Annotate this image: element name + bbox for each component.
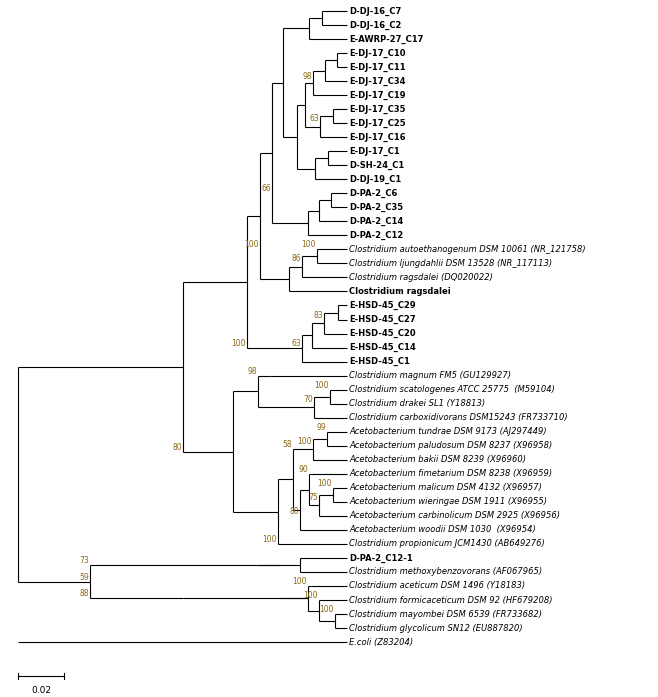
Text: E-DJ-17_C34: E-DJ-17_C34 bbox=[349, 77, 405, 86]
Text: Clostridium scatologenes ATCC 25775  (M59104): Clostridium scatologenes ATCC 25775 (M59… bbox=[349, 385, 555, 394]
Text: 59: 59 bbox=[79, 573, 89, 581]
Text: Clostridium carboxidivorans DSM15243 (FR733710): Clostridium carboxidivorans DSM15243 (FR… bbox=[349, 413, 568, 422]
Text: E-HSD-45_C1: E-HSD-45_C1 bbox=[349, 357, 410, 366]
Text: Clostridium glycolicum SN12 (EU887820): Clostridium glycolicum SN12 (EU887820) bbox=[349, 624, 522, 633]
Text: 100: 100 bbox=[315, 381, 329, 390]
Text: 100: 100 bbox=[318, 479, 332, 488]
Text: D-DJ-16_C7: D-DJ-16_C7 bbox=[349, 6, 401, 15]
Text: D-PA-2_C14: D-PA-2_C14 bbox=[349, 217, 403, 226]
Text: E-DJ-17_C11: E-DJ-17_C11 bbox=[349, 63, 405, 72]
Text: E-HSD-45_C27: E-HSD-45_C27 bbox=[349, 315, 416, 324]
Text: Acetobacterium bakii DSM 8239 (X96960): Acetobacterium bakii DSM 8239 (X96960) bbox=[349, 455, 526, 464]
Text: 66: 66 bbox=[261, 184, 271, 193]
Text: 70: 70 bbox=[303, 395, 313, 404]
Text: E-DJ-17_C25: E-DJ-17_C25 bbox=[349, 118, 405, 128]
Text: E-DJ-17_C10: E-DJ-17_C10 bbox=[349, 49, 405, 58]
Text: E-DJ-17_C16: E-DJ-17_C16 bbox=[349, 132, 405, 141]
Text: D-SH-24_C1: D-SH-24_C1 bbox=[349, 161, 404, 170]
Text: Clostridium mayombei DSM 6539 (FR733682): Clostridium mayombei DSM 6539 (FR733682) bbox=[349, 610, 542, 618]
Text: D-DJ-19_C1: D-DJ-19_C1 bbox=[349, 175, 401, 184]
Text: 80: 80 bbox=[172, 443, 182, 452]
Text: Acetobacterium malicum DSM 4132 (X96957): Acetobacterium malicum DSM 4132 (X96957) bbox=[349, 483, 542, 492]
Text: Clostridium formicaceticum DSM 92 (HF679208): Clostridium formicaceticum DSM 92 (HF679… bbox=[349, 595, 553, 604]
Text: 100: 100 bbox=[301, 240, 316, 250]
Text: E.coli (Z83204): E.coli (Z83204) bbox=[349, 638, 413, 647]
Text: E-DJ-17_C35: E-DJ-17_C35 bbox=[349, 105, 405, 114]
Text: 98: 98 bbox=[303, 72, 312, 81]
Text: 86: 86 bbox=[291, 254, 301, 263]
Text: 100: 100 bbox=[297, 437, 312, 446]
Text: Clostridium methoxybenzovorans (AF067965): Clostridium methoxybenzovorans (AF067965… bbox=[349, 567, 542, 576]
Text: 100: 100 bbox=[232, 339, 246, 348]
Text: Acetobacterium woodii DSM 1030  (X96954): Acetobacterium woodii DSM 1030 (X96954) bbox=[349, 526, 536, 535]
Text: 58: 58 bbox=[282, 441, 292, 450]
Text: Acetobacterium carbinolicum DSM 2925 (X96956): Acetobacterium carbinolicum DSM 2925 (X9… bbox=[349, 512, 560, 521]
Text: D-PA-2_C6: D-PA-2_C6 bbox=[349, 189, 397, 198]
Text: 100: 100 bbox=[245, 240, 259, 250]
Text: 63: 63 bbox=[309, 114, 319, 123]
Text: 63: 63 bbox=[291, 339, 301, 348]
Text: D-PA-2_C12: D-PA-2_C12 bbox=[349, 231, 403, 240]
Text: 80: 80 bbox=[290, 507, 299, 516]
Text: Clostridium ragsdalei (DQ020022): Clostridium ragsdalei (DQ020022) bbox=[349, 273, 493, 282]
Text: Clostridium magnum FM5 (GU129927): Clostridium magnum FM5 (GU129927) bbox=[349, 371, 511, 380]
Text: Clostridium ragsdalei: Clostridium ragsdalei bbox=[349, 287, 451, 296]
Text: 100: 100 bbox=[303, 591, 318, 600]
Text: 100: 100 bbox=[320, 605, 334, 614]
Text: 88: 88 bbox=[80, 589, 89, 598]
Text: 100: 100 bbox=[263, 535, 277, 544]
Text: E-DJ-17_C19: E-DJ-17_C19 bbox=[349, 91, 405, 100]
Text: Clostridium aceticum DSM 1496 (Y18183): Clostridium aceticum DSM 1496 (Y18183) bbox=[349, 581, 525, 590]
Text: Clostridium drakei SL1 (Y18813): Clostridium drakei SL1 (Y18813) bbox=[349, 399, 485, 408]
Text: Acetobacterium fimetarium DSM 8238 (X96959): Acetobacterium fimetarium DSM 8238 (X969… bbox=[349, 469, 552, 478]
Text: D-PA-2_C12-1: D-PA-2_C12-1 bbox=[349, 553, 413, 562]
Text: Acetobacterium paludosum DSM 8237 (X96958): Acetobacterium paludosum DSM 8237 (X9695… bbox=[349, 441, 552, 450]
Text: E-HSD-45_C20: E-HSD-45_C20 bbox=[349, 329, 416, 338]
Text: Acetobacterium wieringae DSM 1911 (X96955): Acetobacterium wieringae DSM 1911 (X9695… bbox=[349, 498, 547, 506]
Text: Clostridium propionicum JCM1430 (AB649276): Clostridium propionicum JCM1430 (AB64927… bbox=[349, 539, 545, 549]
Text: D-PA-2_C35: D-PA-2_C35 bbox=[349, 203, 403, 212]
Text: Clostridium ljungdahlii DSM 13528 (NR_117113): Clostridium ljungdahlii DSM 13528 (NR_11… bbox=[349, 259, 552, 268]
Text: 100: 100 bbox=[293, 577, 307, 586]
Text: E-HSD-45_C14: E-HSD-45_C14 bbox=[349, 343, 416, 352]
Text: 98: 98 bbox=[247, 367, 257, 376]
Text: E-DJ-17_C1: E-DJ-17_C1 bbox=[349, 146, 400, 156]
Text: 99: 99 bbox=[316, 422, 326, 431]
Text: E-AWRP-27_C17: E-AWRP-27_C17 bbox=[349, 34, 423, 44]
Text: 83: 83 bbox=[313, 311, 323, 319]
Text: E-HSD-45_C29: E-HSD-45_C29 bbox=[349, 301, 416, 310]
Text: 90: 90 bbox=[298, 465, 308, 474]
Text: Clostridium autoethanogenum DSM 10061 (NR_121758): Clostridium autoethanogenum DSM 10061 (N… bbox=[349, 245, 586, 254]
Text: 73: 73 bbox=[79, 556, 89, 565]
Text: 0.02: 0.02 bbox=[31, 686, 51, 695]
Text: 75: 75 bbox=[308, 493, 318, 502]
Text: D-DJ-16_C2: D-DJ-16_C2 bbox=[349, 20, 401, 29]
Text: Acetobacterium tundrae DSM 9173 (AJ297449): Acetobacterium tundrae DSM 9173 (AJ29744… bbox=[349, 427, 547, 436]
